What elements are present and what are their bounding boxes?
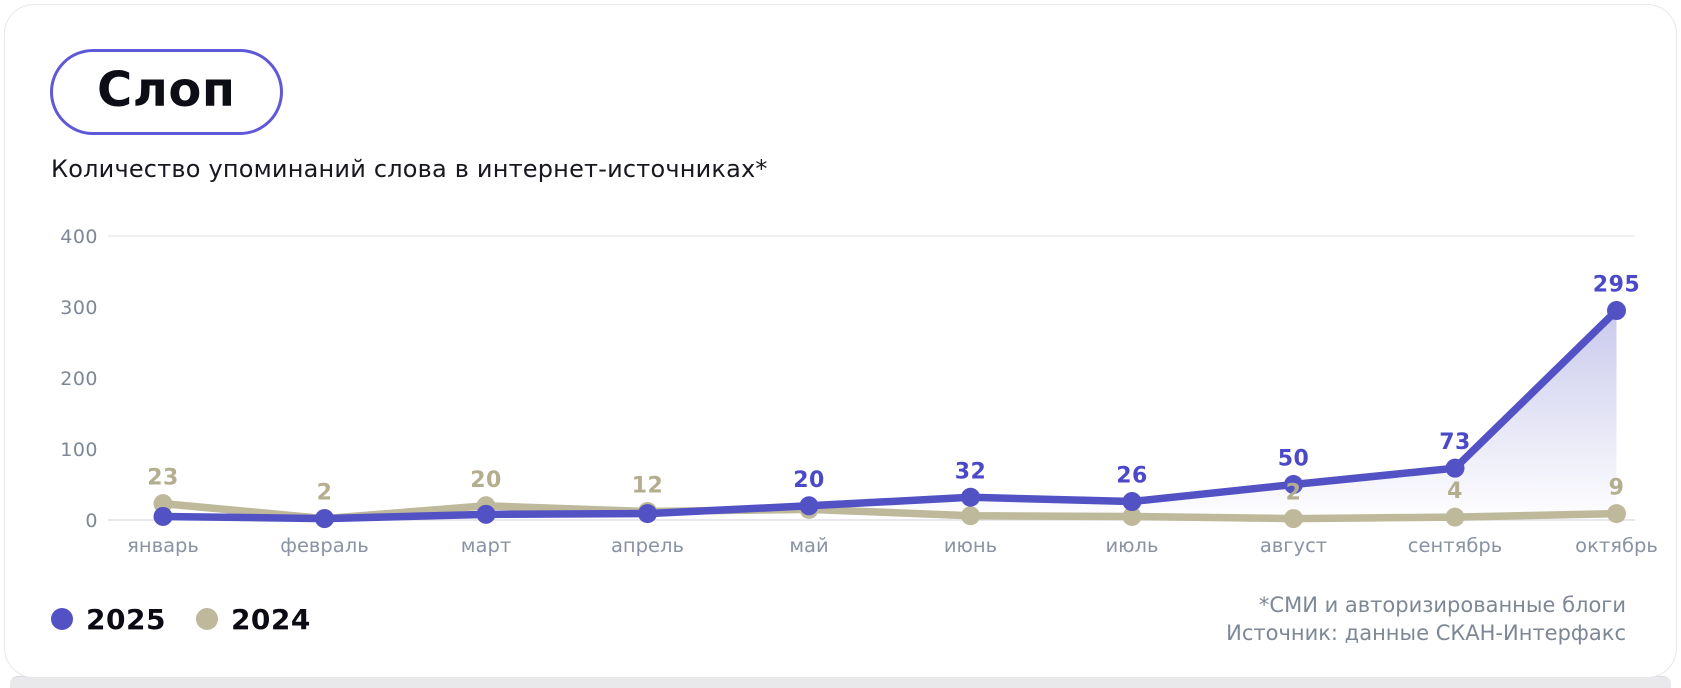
- value-label-2024-сентябрь: 4: [1447, 479, 1463, 504]
- y-tick-label: 0: [85, 510, 98, 532]
- point-2025-сентябрь: [1445, 458, 1465, 478]
- chart-card: Слоп Количество упоминаний слова в интер…: [4, 4, 1677, 678]
- area-2025: [163, 310, 1617, 520]
- point-2025-январь: [153, 506, 173, 526]
- value-label-2025-сентябрь: 73: [1439, 430, 1471, 455]
- legend-dot-2024: [195, 608, 218, 630]
- point-2025-апрель: [638, 504, 657, 524]
- point-2025-июнь: [961, 487, 980, 507]
- y-tick-label: 200: [60, 368, 98, 390]
- y-tick-label: 100: [60, 439, 98, 461]
- chart-subtitle: Количество упоминаний слова в интернет-и…: [51, 155, 768, 183]
- legend-dot-2025: [51, 608, 73, 630]
- point-2024-сентябрь: [1445, 507, 1465, 527]
- x-tick-label: январь: [127, 534, 199, 557]
- page-title: Слоп: [97, 62, 236, 118]
- value-label-2024-октябрь: 9: [1609, 476, 1625, 501]
- legend-item-2025: 2025: [51, 603, 166, 636]
- line-chart: 0 100 200 300 400 январь февраль март апрель май и…: [60, 226, 1658, 557]
- point-2025-июль: [1122, 492, 1142, 512]
- x-tick-label: март: [461, 534, 511, 557]
- point-2024-июль: [1122, 506, 1142, 526]
- title-pill: Слоп: [50, 49, 283, 135]
- line-2025: [159, 306, 1621, 523]
- value-label-2025-июнь: 32: [955, 459, 987, 484]
- point-2024-октябрь: [1607, 504, 1626, 524]
- x-tick-label: август: [1260, 534, 1327, 557]
- x-tick-label: февраль: [280, 534, 368, 557]
- y-tick-label: 400: [60, 226, 98, 248]
- value-label-2024-апрель: 12: [632, 473, 664, 498]
- line-2024: [159, 499, 1621, 523]
- x-tick-label: сентябрь: [1408, 534, 1502, 557]
- point-2025-октябрь: [1607, 301, 1626, 321]
- bottom-row: 2025 2024 *СМИ и авторизированные блоги …: [51, 591, 1626, 647]
- legend-label-2024: 2024: [230, 602, 311, 636]
- value-label-2024-февраль: 2: [317, 481, 333, 506]
- value-label-2025-август: 50: [1278, 447, 1310, 472]
- value-label-2025-октябрь: 295: [1593, 273, 1640, 298]
- value-label-2025-май: 20: [793, 468, 825, 493]
- source-note: *СМИ и авторизированные блоги Источник: …: [1226, 591, 1626, 647]
- legend: 2025 2024: [51, 603, 311, 636]
- point-2025-февраль: [315, 509, 334, 529]
- value-label-2024-январь: 23: [147, 466, 179, 491]
- point-2025-март: [476, 504, 496, 524]
- value-label-2024-август: 2: [1286, 481, 1302, 506]
- x-tick-label: июнь: [944, 534, 997, 557]
- x-tick-label: июль: [1105, 534, 1158, 557]
- y-tick-label: 300: [60, 297, 98, 319]
- source-note-line1: *СМИ и авторизированные блоги: [1258, 593, 1626, 617]
- point-2025-май: [799, 496, 819, 516]
- legend-item-2024: 2024: [195, 602, 311, 636]
- point-2024-июнь: [961, 506, 980, 526]
- legend-label-2025: 2025: [86, 602, 166, 636]
- x-tick-label: октябрь: [1575, 534, 1658, 557]
- value-label-2025-июль: 26: [1116, 464, 1148, 489]
- point-2024-август: [1284, 509, 1303, 529]
- value-label-2024-март: 20: [470, 468, 502, 493]
- point-2025-август: [1284, 475, 1303, 494]
- x-tick-label: май: [789, 534, 828, 557]
- source-note-line2: Источник: данные СКАН-Интерфакс: [1226, 621, 1626, 645]
- x-tick-label: апрель: [611, 534, 684, 557]
